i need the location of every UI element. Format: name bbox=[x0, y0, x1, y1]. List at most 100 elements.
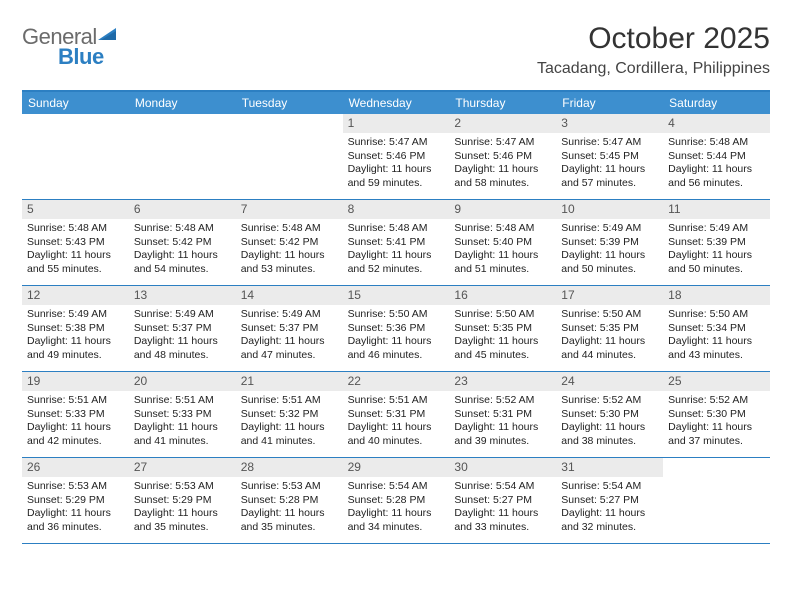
day-number: 24 bbox=[556, 372, 663, 391]
cell-body: Sunrise: 5:51 AMSunset: 5:31 PMDaylight:… bbox=[343, 394, 450, 448]
day-number: 29 bbox=[343, 458, 450, 477]
sunset-line: Sunset: 5:39 PM bbox=[561, 236, 658, 249]
day2-line: and 32 minutes. bbox=[561, 521, 658, 534]
day-number: 17 bbox=[556, 286, 663, 305]
sunrise-line: Sunrise: 5:50 AM bbox=[454, 308, 551, 321]
calendar-cell-empty bbox=[236, 114, 343, 200]
cell-body: Sunrise: 5:52 AMSunset: 5:30 PMDaylight:… bbox=[663, 394, 770, 448]
day2-line: and 48 minutes. bbox=[134, 349, 231, 362]
sunset-line: Sunset: 5:31 PM bbox=[348, 408, 445, 421]
day-number: 12 bbox=[22, 286, 129, 305]
sunrise-line: Sunrise: 5:47 AM bbox=[454, 136, 551, 149]
sunset-line: Sunset: 5:36 PM bbox=[348, 322, 445, 335]
day2-line: and 46 minutes. bbox=[348, 349, 445, 362]
sunset-line: Sunset: 5:41 PM bbox=[348, 236, 445, 249]
location-subtitle: Tacadang, Cordillera, Philippines bbox=[537, 60, 770, 78]
sunset-line: Sunset: 5:40 PM bbox=[454, 236, 551, 249]
cell-body: Sunrise: 5:53 AMSunset: 5:29 PMDaylight:… bbox=[129, 480, 236, 534]
day1-line: Daylight: 11 hours bbox=[27, 335, 124, 348]
calendar-cell: 9Sunrise: 5:48 AMSunset: 5:40 PMDaylight… bbox=[449, 200, 556, 286]
day1-line: Daylight: 11 hours bbox=[348, 335, 445, 348]
cell-body: Sunrise: 5:50 AMSunset: 5:35 PMDaylight:… bbox=[449, 308, 556, 362]
sunset-line: Sunset: 5:42 PM bbox=[134, 236, 231, 249]
page-title: October 2025 bbox=[537, 22, 770, 56]
sunrise-line: Sunrise: 5:51 AM bbox=[27, 394, 124, 407]
cell-body: Sunrise: 5:48 AMSunset: 5:40 PMDaylight:… bbox=[449, 222, 556, 276]
logo-triangle-icon bbox=[98, 25, 120, 43]
day2-line: and 43 minutes. bbox=[668, 349, 765, 362]
day2-line: and 42 minutes. bbox=[27, 435, 124, 448]
day1-line: Daylight: 11 hours bbox=[454, 335, 551, 348]
cell-body: Sunrise: 5:48 AMSunset: 5:42 PMDaylight:… bbox=[129, 222, 236, 276]
day-number: 11 bbox=[663, 200, 770, 219]
day1-line: Daylight: 11 hours bbox=[134, 335, 231, 348]
sunrise-line: Sunrise: 5:48 AM bbox=[27, 222, 124, 235]
sunrise-line: Sunrise: 5:52 AM bbox=[454, 394, 551, 407]
day2-line: and 34 minutes. bbox=[348, 521, 445, 534]
cell-body: Sunrise: 5:50 AMSunset: 5:35 PMDaylight:… bbox=[556, 308, 663, 362]
day-number: 31 bbox=[556, 458, 663, 477]
day1-line: Daylight: 11 hours bbox=[134, 421, 231, 434]
day2-line: and 41 minutes. bbox=[241, 435, 338, 448]
logo: General Blue bbox=[22, 24, 132, 68]
sunrise-line: Sunrise: 5:54 AM bbox=[561, 480, 658, 493]
cell-body: Sunrise: 5:48 AMSunset: 5:42 PMDaylight:… bbox=[236, 222, 343, 276]
day-number: 2 bbox=[449, 114, 556, 133]
day2-line: and 44 minutes. bbox=[561, 349, 658, 362]
day-number: 5 bbox=[22, 200, 129, 219]
day1-line: Daylight: 11 hours bbox=[348, 163, 445, 176]
day-number: 10 bbox=[556, 200, 663, 219]
day1-line: Daylight: 11 hours bbox=[241, 249, 338, 262]
calendar-cell: 19Sunrise: 5:51 AMSunset: 5:33 PMDayligh… bbox=[22, 372, 129, 458]
calendar-cell: 20Sunrise: 5:51 AMSunset: 5:33 PMDayligh… bbox=[129, 372, 236, 458]
day-number: 1 bbox=[343, 114, 450, 133]
calendar-cell: 6Sunrise: 5:48 AMSunset: 5:42 PMDaylight… bbox=[129, 200, 236, 286]
day2-line: and 40 minutes. bbox=[348, 435, 445, 448]
day1-line: Daylight: 11 hours bbox=[454, 421, 551, 434]
sunrise-line: Sunrise: 5:54 AM bbox=[348, 480, 445, 493]
calendar-cell-empty bbox=[129, 114, 236, 200]
day-of-week-header: Thursday bbox=[449, 92, 556, 114]
day-number: 28 bbox=[236, 458, 343, 477]
day1-line: Daylight: 11 hours bbox=[668, 249, 765, 262]
sunrise-line: Sunrise: 5:48 AM bbox=[348, 222, 445, 235]
cell-body: Sunrise: 5:49 AMSunset: 5:39 PMDaylight:… bbox=[556, 222, 663, 276]
cell-body: Sunrise: 5:52 AMSunset: 5:30 PMDaylight:… bbox=[556, 394, 663, 448]
calendar-cell: 30Sunrise: 5:54 AMSunset: 5:27 PMDayligh… bbox=[449, 458, 556, 544]
day2-line: and 36 minutes. bbox=[27, 521, 124, 534]
day-of-week-header: Monday bbox=[129, 92, 236, 114]
sunset-line: Sunset: 5:28 PM bbox=[241, 494, 338, 507]
day2-line: and 52 minutes. bbox=[348, 263, 445, 276]
calendar-cell: 8Sunrise: 5:48 AMSunset: 5:41 PMDaylight… bbox=[343, 200, 450, 286]
day-number: 19 bbox=[22, 372, 129, 391]
day-number: 18 bbox=[663, 286, 770, 305]
cell-body: Sunrise: 5:47 AMSunset: 5:46 PMDaylight:… bbox=[343, 136, 450, 190]
calendar-cell: 2Sunrise: 5:47 AMSunset: 5:46 PMDaylight… bbox=[449, 114, 556, 200]
day-number: 26 bbox=[22, 458, 129, 477]
day2-line: and 47 minutes. bbox=[241, 349, 338, 362]
sunrise-line: Sunrise: 5:50 AM bbox=[348, 308, 445, 321]
day1-line: Daylight: 11 hours bbox=[668, 163, 765, 176]
day1-line: Daylight: 11 hours bbox=[348, 507, 445, 520]
calendar-cell: 4Sunrise: 5:48 AMSunset: 5:44 PMDaylight… bbox=[663, 114, 770, 200]
sunrise-line: Sunrise: 5:50 AM bbox=[668, 308, 765, 321]
sunset-line: Sunset: 5:29 PM bbox=[27, 494, 124, 507]
calendar-cell: 29Sunrise: 5:54 AMSunset: 5:28 PMDayligh… bbox=[343, 458, 450, 544]
day2-line: and 54 minutes. bbox=[134, 263, 231, 276]
sunset-line: Sunset: 5:32 PM bbox=[241, 408, 338, 421]
cell-body: Sunrise: 5:49 AMSunset: 5:38 PMDaylight:… bbox=[22, 308, 129, 362]
sunrise-line: Sunrise: 5:48 AM bbox=[454, 222, 551, 235]
cell-body: Sunrise: 5:54 AMSunset: 5:27 PMDaylight:… bbox=[556, 480, 663, 534]
calendar-cell: 25Sunrise: 5:52 AMSunset: 5:30 PMDayligh… bbox=[663, 372, 770, 458]
cell-body: Sunrise: 5:50 AMSunset: 5:34 PMDaylight:… bbox=[663, 308, 770, 362]
day2-line: and 41 minutes. bbox=[134, 435, 231, 448]
cell-body: Sunrise: 5:54 AMSunset: 5:27 PMDaylight:… bbox=[449, 480, 556, 534]
day2-line: and 53 minutes. bbox=[241, 263, 338, 276]
sunset-line: Sunset: 5:38 PM bbox=[27, 322, 124, 335]
cell-body: Sunrise: 5:49 AMSunset: 5:39 PMDaylight:… bbox=[663, 222, 770, 276]
cell-body: Sunrise: 5:51 AMSunset: 5:33 PMDaylight:… bbox=[129, 394, 236, 448]
calendar-cell-empty bbox=[663, 458, 770, 544]
calendar-cell: 22Sunrise: 5:51 AMSunset: 5:31 PMDayligh… bbox=[343, 372, 450, 458]
day1-line: Daylight: 11 hours bbox=[561, 507, 658, 520]
day-number: 7 bbox=[236, 200, 343, 219]
